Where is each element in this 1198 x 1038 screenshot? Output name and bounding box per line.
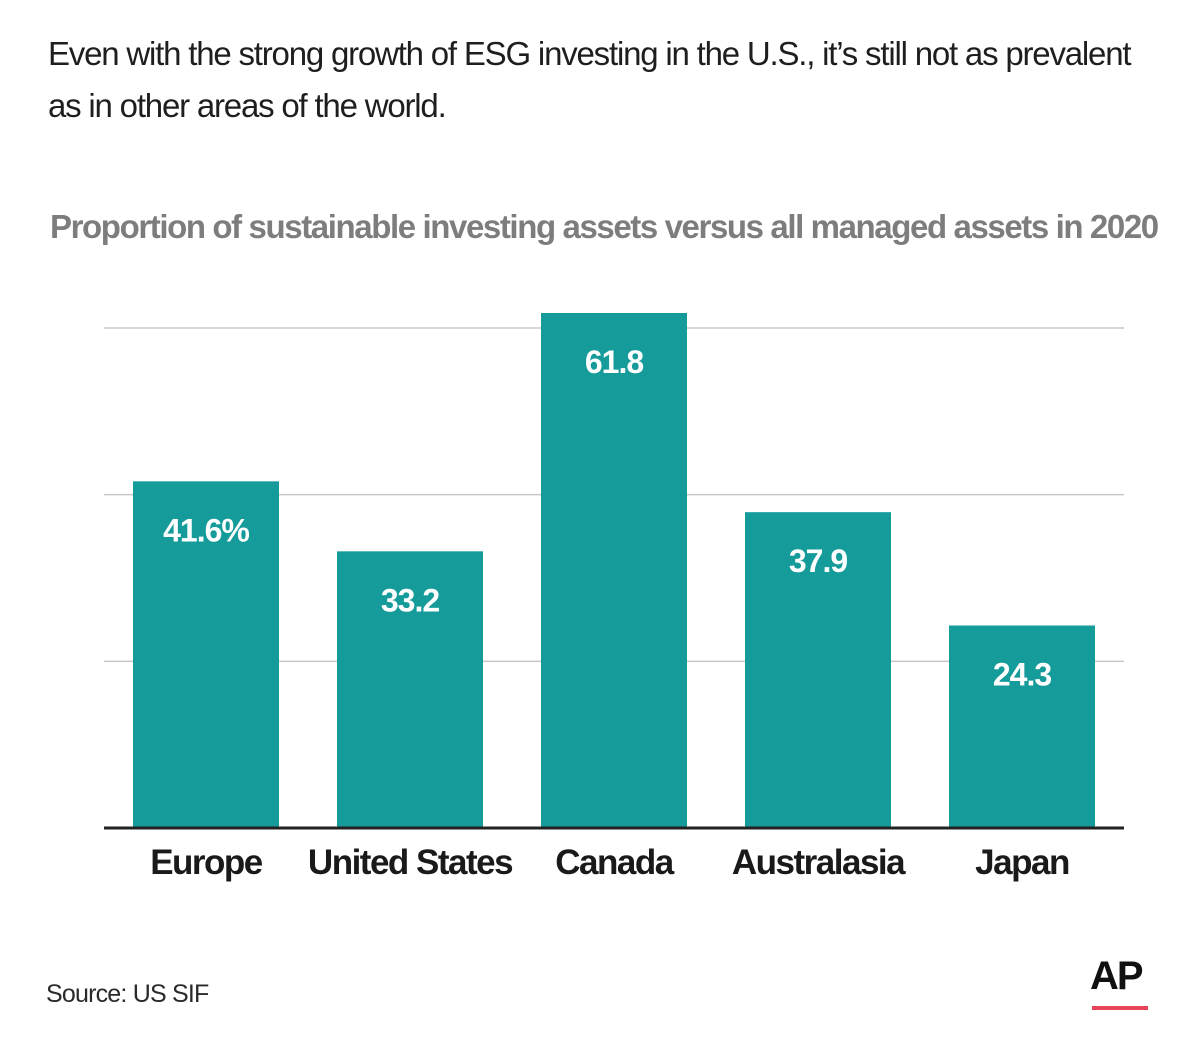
bar-value-label: 41.6% <box>163 512 249 548</box>
bar-australasia <box>745 512 891 828</box>
bar-value-label: 24.3 <box>993 657 1051 693</box>
bar-japan <box>949 625 1095 828</box>
ap-logo-text: AP <box>1090 954 1144 998</box>
bar-value-label: 37.9 <box>789 543 847 579</box>
headline: Even with the strong growth of ESG inves… <box>48 35 1132 124</box>
category-label: Japan <box>975 843 1069 882</box>
category-label: United States <box>308 843 513 882</box>
category-label: Europe <box>150 843 263 882</box>
bar-europe <box>133 481 279 828</box>
bars: 41.6% 33.2 61.8 37.9 24.3 <box>133 313 1095 828</box>
chart-title: Proportion of sustainable investing asse… <box>50 208 1159 245</box>
bar-value-label: 61.8 <box>585 344 643 380</box>
ap-logo-underline <box>1092 1006 1148 1010</box>
ap-logo: AP <box>1090 956 1150 1014</box>
bar-value-label: 33.2 <box>381 582 439 618</box>
source-note: Source: US SIF <box>46 980 209 1008</box>
x-axis: Europe United States Canada Australasia Japa… <box>104 826 1124 882</box>
category-label: Canada <box>555 843 674 882</box>
category-label: Australasia <box>732 843 906 882</box>
bar-united-states <box>337 551 483 828</box>
bar-canada <box>541 313 687 828</box>
